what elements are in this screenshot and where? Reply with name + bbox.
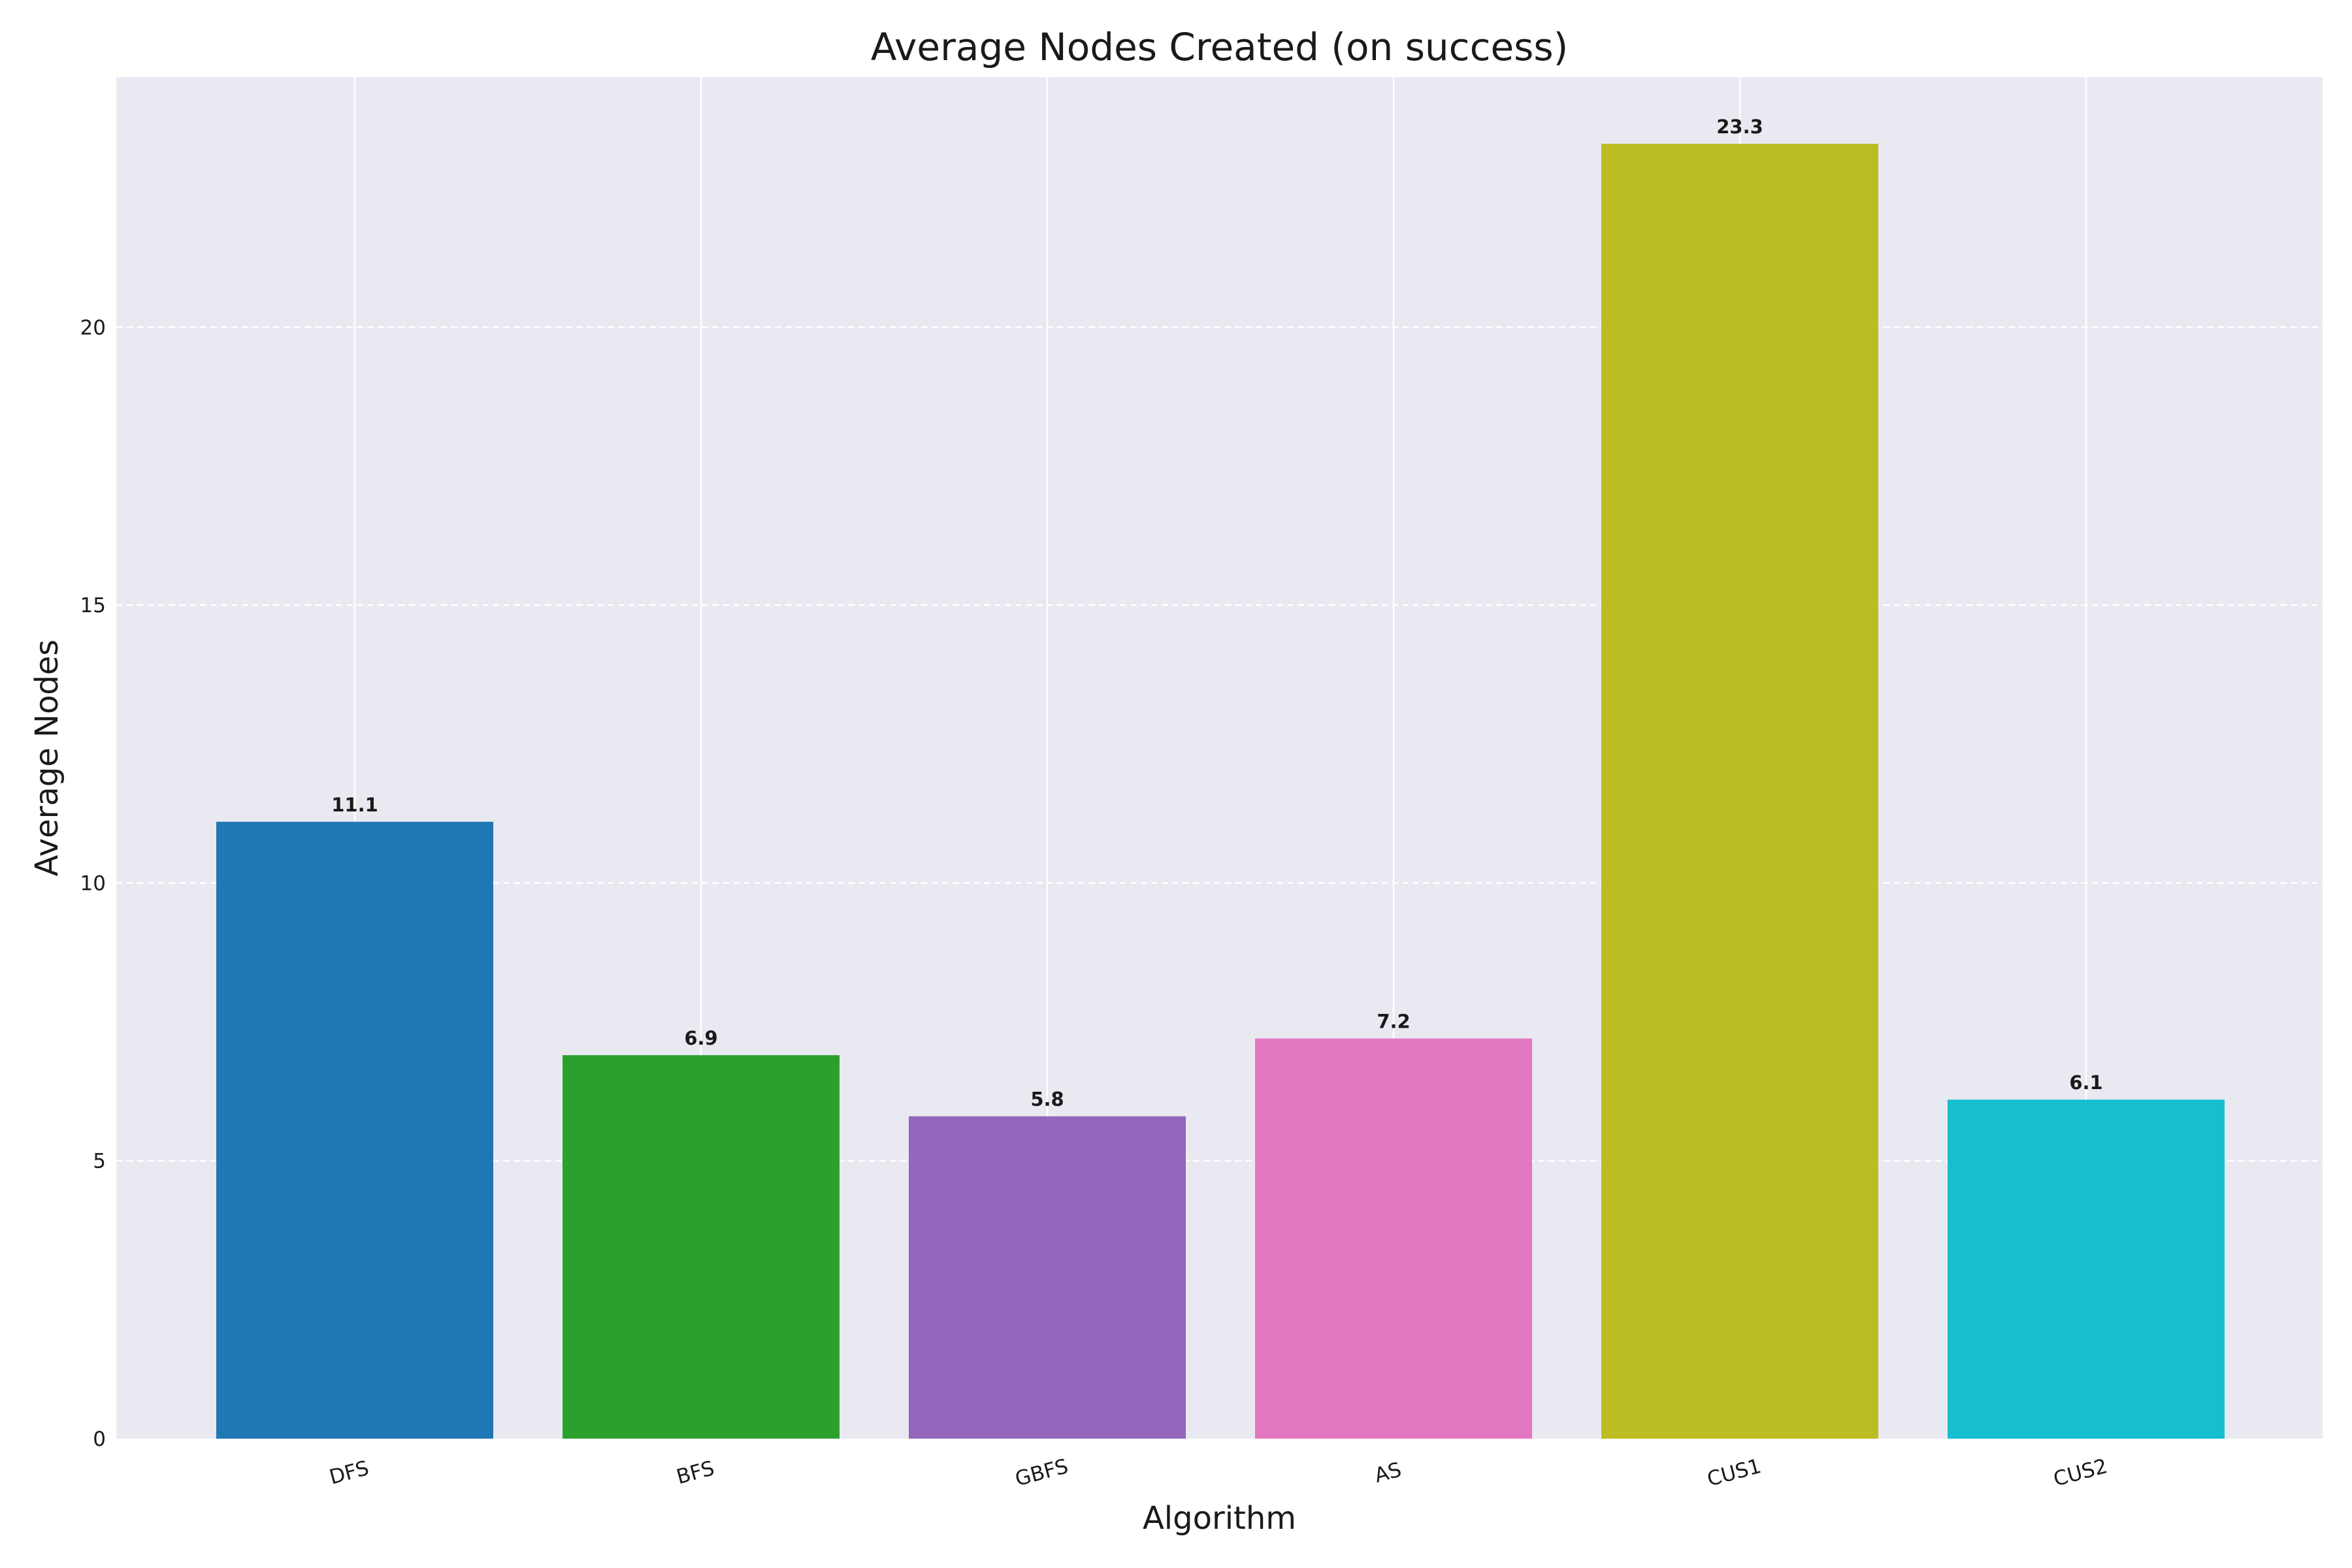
y-axis-title: Average Nodes [29,640,65,877]
x-axis-title: Algorithm [1143,1500,1296,1537]
bar-bfs [563,1055,840,1439]
x-tick-label: CUS1 [1705,1454,1763,1491]
y-tick-label: 5 [93,1150,106,1173]
y-tick-label: 10 [80,872,106,895]
y-tick-label: 15 [80,594,106,617]
x-tick-label: GBFS [1013,1454,1071,1491]
y-tick-label: 0 [93,1428,106,1451]
bar-value-label: 7.2 [1377,1011,1410,1033]
bar-cus2 [1948,1100,2225,1439]
bar-value-label: 11.1 [331,794,378,816]
x-axis-ticks: DFS BFS GBFS AS CUS1 CUS2 [327,1454,2110,1491]
x-tick-label: BFS [674,1456,717,1489]
y-axis-ticks: 0 5 10 15 20 [80,316,106,1451]
bar-value-label: 6.1 [2069,1071,2102,1094]
bar-value-label: 23.3 [1716,116,1763,138]
x-tick-label: DFS [327,1456,371,1490]
x-tick-label: CUS2 [2051,1454,2110,1491]
bars [216,144,2225,1439]
chart-title: Average Nodes Created (on success) [871,25,1568,69]
data-labels: 11.1 6.9 5.8 7.2 23.3 6.1 [331,116,2102,1111]
bar-dfs [216,821,493,1439]
bar-as [1255,1038,1532,1439]
x-tick-label: AS [1372,1458,1404,1488]
bar-value-label: 6.9 [684,1027,717,1049]
bar-gbfs [909,1116,1186,1439]
y-tick-label: 20 [80,316,106,340]
bar-cus1 [1601,144,1878,1439]
bar-value-label: 5.8 [1030,1088,1064,1111]
